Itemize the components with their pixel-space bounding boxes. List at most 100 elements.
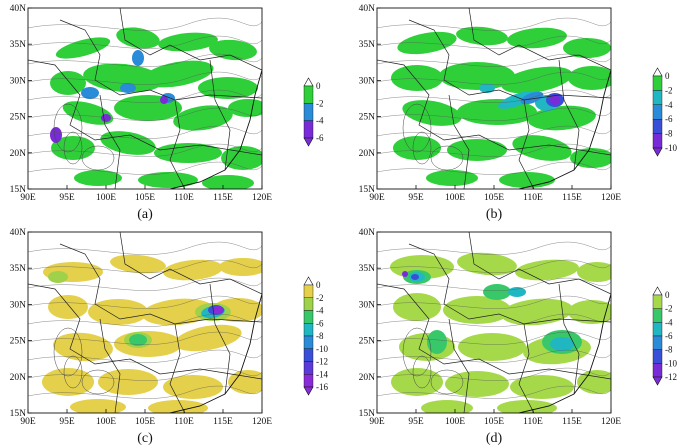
anomaly-shading <box>411 274 419 280</box>
contour-line <box>28 313 262 327</box>
contour-line <box>377 125 611 139</box>
anomaly-shading <box>497 400 557 413</box>
province-boundary <box>99 94 121 189</box>
contour-line <box>377 241 611 255</box>
province-boundary <box>448 94 470 189</box>
anomaly-shading <box>445 371 509 397</box>
contour-line <box>377 277 611 291</box>
colorbar-tick-label: -4 <box>665 100 673 110</box>
contour-line <box>377 17 611 31</box>
contour-line <box>28 259 262 273</box>
x-tick-label: 95E <box>408 417 424 427</box>
colorbar-tick-label: -4 <box>316 116 324 126</box>
province-boundary <box>28 283 262 380</box>
province-boundary <box>558 283 580 395</box>
x-tick-label: 90E <box>20 417 36 427</box>
colorbar-swatch <box>303 120 314 139</box>
y-tick-label: 20N <box>10 373 27 383</box>
anomaly-shading <box>129 334 147 346</box>
coastline <box>169 293 262 413</box>
anomaly-shading <box>550 337 574 351</box>
colorbar-tick-label: -8 <box>665 345 673 355</box>
contour-line <box>28 143 262 157</box>
colorbar-tick-label: -10 <box>665 358 677 368</box>
map-panel-b: 90E 95E 100E 105E 110E 115E 120E 15N 20N 25N 30N 35… <box>359 4 678 222</box>
y-tick-label: 25N <box>359 337 376 347</box>
colorbar-tick-label: -4 <box>665 317 673 327</box>
colorbar-tick-label: -12 <box>665 372 677 382</box>
anomaly-shading <box>209 39 257 61</box>
y-tick-label: 15N <box>359 185 376 195</box>
y-tick-label: 25N <box>10 113 27 123</box>
province-boundary <box>119 232 262 295</box>
contour-line <box>28 295 262 309</box>
contour-line <box>63 355 83 389</box>
anomaly-shading <box>427 330 447 354</box>
x-tick-label: 90E <box>369 193 385 203</box>
anomaly-shading <box>98 369 158 395</box>
colorbar-swatch <box>303 297 314 311</box>
anomaly-shading <box>138 172 198 188</box>
contour-line <box>412 355 432 389</box>
contour-line <box>28 71 262 85</box>
anomaly-shading <box>563 38 611 58</box>
x-tick-label: 110E <box>174 417 194 427</box>
x-tick-label: 110E <box>174 193 194 203</box>
panel-caption: (c) <box>137 431 153 446</box>
anomaly-shading <box>173 105 233 131</box>
province-boundary <box>468 232 611 295</box>
y-tick-label: 20N <box>10 149 27 159</box>
anomaly-shading <box>88 299 148 325</box>
province-boundary <box>59 243 262 325</box>
x-tick-label: 120E <box>601 193 621 203</box>
anomaly-shading <box>550 95 560 105</box>
anomaly-shading <box>426 170 478 186</box>
contour-line <box>28 367 262 381</box>
contour-line <box>28 125 262 139</box>
y-tick-label: 25N <box>359 113 376 123</box>
contour-line <box>377 295 611 309</box>
x-tick-label: 100E <box>96 193 116 203</box>
contour-line <box>28 53 262 67</box>
contour-line <box>377 53 611 67</box>
contour-line <box>28 331 262 345</box>
colorbar-tick-label: -8 <box>665 129 673 139</box>
contour-line <box>28 385 262 399</box>
colorbar-top-arrow-icon <box>652 286 663 296</box>
colorbar-swatch <box>303 374 314 388</box>
colorbar: 0 -2 -4 -6 -8 -10 -12 <box>652 286 677 386</box>
colorbar-swatch <box>652 335 663 350</box>
colorbar-swatch <box>652 104 663 120</box>
colorbar-swatch <box>652 118 663 134</box>
colorbar-tick-label: 0 <box>665 290 670 300</box>
anomaly-shading <box>74 170 122 186</box>
x-tick-label: 110E <box>523 417 543 427</box>
y-tick-label: 35N <box>10 264 27 274</box>
colorbar-bottom-arrow-icon <box>303 386 314 396</box>
colorbar-tick-label: -2 <box>316 293 324 303</box>
x-tick-label: 100E <box>96 417 116 427</box>
y-tick-label: 30N <box>10 76 27 86</box>
colorbar-tick-label: -6 <box>665 114 673 124</box>
x-tick-label: 115E <box>213 193 233 203</box>
anomaly-shading <box>447 139 507 161</box>
y-tick-label: 20N <box>359 373 376 383</box>
anomaly-shading <box>50 127 62 143</box>
contour-line <box>28 89 262 103</box>
colorbar-swatch <box>303 103 314 121</box>
anomaly-shading <box>132 50 144 66</box>
anomaly-shading <box>48 271 68 283</box>
anomaly-shading <box>402 271 408 277</box>
contour-line <box>28 161 262 175</box>
x-tick-label: 105E <box>135 417 155 427</box>
contour-line <box>377 313 611 327</box>
province-boundary <box>448 318 470 413</box>
contour-line <box>377 107 611 121</box>
anomaly-shading <box>483 284 511 300</box>
coastline <box>518 293 611 413</box>
anomaly-shading <box>219 258 262 276</box>
map-panel-d: 90E 95E 100E 105E 110E 115E 120E 15N 20N 25N 30N 35… <box>359 228 678 446</box>
anomaly-shading <box>48 295 88 319</box>
y-tick-label: 40N <box>359 4 376 14</box>
anomaly-shading <box>520 91 544 105</box>
